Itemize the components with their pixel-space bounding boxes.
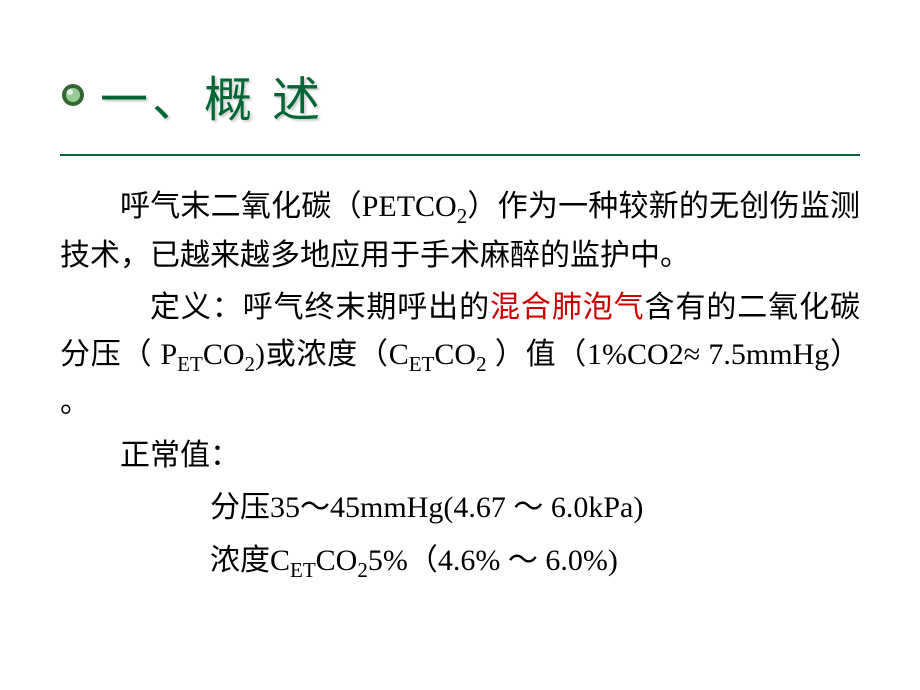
p2-text-c: CO xyxy=(203,338,245,371)
paragraph-definition: 定义：呼气终末期呼出的混合肺泡气含有的二氧化碳分压（ PETCO2)或浓度（CE… xyxy=(60,285,860,427)
bullet-circle-icon xyxy=(60,82,86,108)
p2-text-d: )或浓度（C xyxy=(255,338,409,371)
title-underline xyxy=(60,154,860,156)
p2-text-e: CO xyxy=(434,338,476,371)
p5-text-a: 浓度C xyxy=(210,544,290,577)
p5-text-b: CO xyxy=(316,544,358,577)
slide: 一、概 述 呼气末二氧化碳（PETCO2）作为一种较新的无创伤监测技术，已越来越… xyxy=(0,0,920,690)
p5-text-c: 5%（4.6% ～ 6.0%) xyxy=(368,544,618,577)
p2-sub2a: ET xyxy=(409,352,435,376)
p1-sub: 2 xyxy=(457,204,468,228)
paragraph-concentration: 浓度CETCO25%（4.6% ～ 6.0%) xyxy=(60,538,860,587)
p2-highlight: 混合肺泡气 xyxy=(490,291,645,324)
p2-text-a: 定义：呼气终末期呼出的 xyxy=(150,291,490,324)
slide-title: 一、概 述 xyxy=(100,60,860,130)
slide-body: 呼气末二氧化碳（PETCO2）作为一种较新的无创伤监测技术，已越来越多地应用于手… xyxy=(60,184,860,586)
p2-sub1a: ET xyxy=(177,352,203,376)
p2-sub1b: 2 xyxy=(245,352,256,376)
paragraph-intro: 呼气末二氧化碳（PETCO2）作为一种较新的无创伤监测技术，已越来越多地应用于手… xyxy=(60,184,860,279)
p2-sub2b: 2 xyxy=(476,352,487,376)
p5-sub1: ET xyxy=(290,558,316,582)
paragraph-normal-label: 正常值： xyxy=(60,433,860,480)
p5-sub2: 2 xyxy=(357,558,368,582)
p1-text-a: 呼气末二氧化碳（PETCO xyxy=(120,190,457,223)
paragraph-pressure: 分压35～45mmHg(4.67 ～ 6.0kPa) xyxy=(60,485,860,532)
